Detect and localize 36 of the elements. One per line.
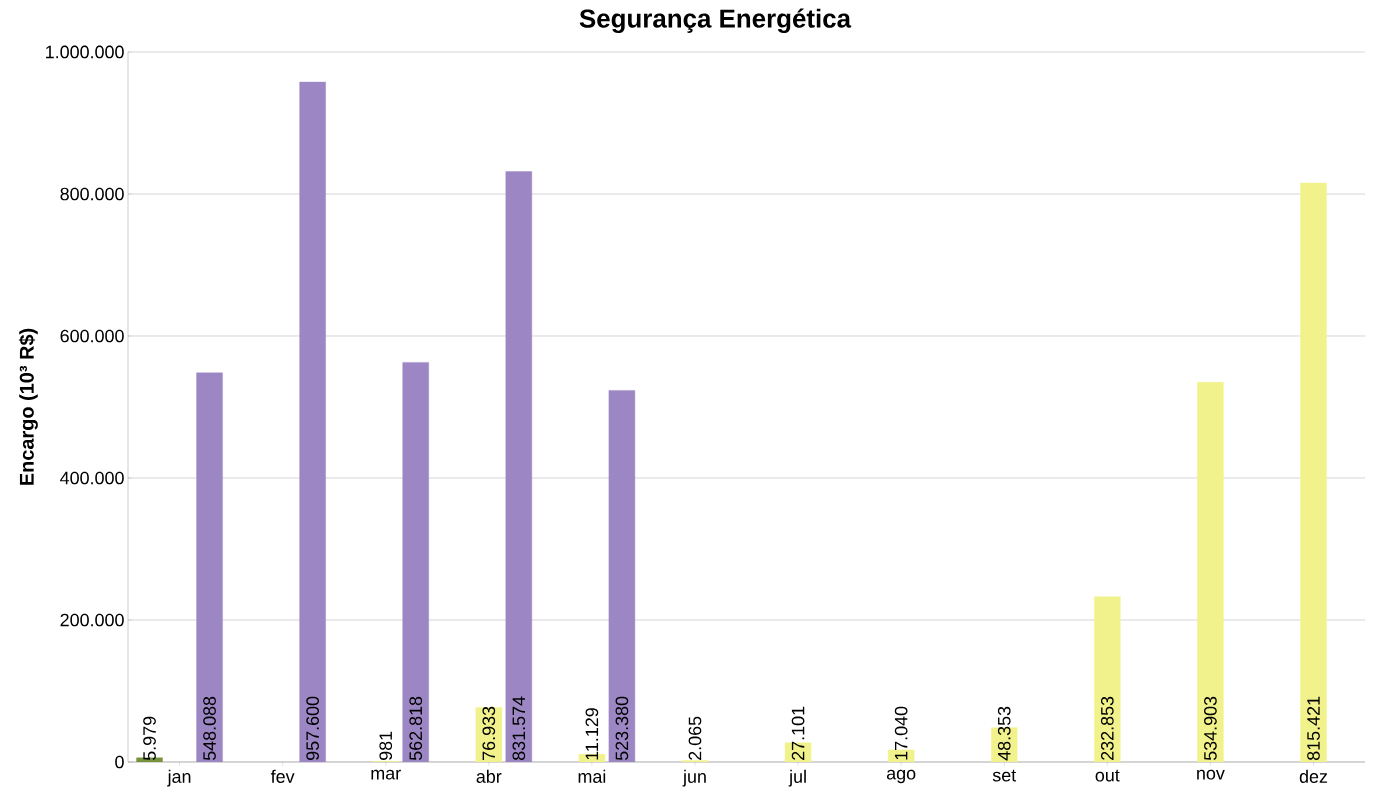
x-tick-label: fev bbox=[270, 769, 295, 783]
x-tick-label: mai bbox=[578, 769, 606, 783]
data-label: 27.101 bbox=[791, 706, 805, 760]
x-tick-label: dez bbox=[1299, 769, 1328, 783]
chart-title: Segurança Energética bbox=[579, 8, 852, 33]
x-tick-label: set bbox=[992, 769, 1017, 782]
data-label: 815.421 bbox=[1307, 696, 1320, 761]
data-label: 5.979 bbox=[143, 716, 156, 761]
data-label: 2.065 bbox=[688, 716, 702, 760]
data-label: 17.040 bbox=[894, 706, 908, 760]
x-tick-label: jan bbox=[167, 769, 191, 787]
data-label: 562.818 bbox=[409, 696, 423, 761]
x-tick-label: mar bbox=[371, 769, 401, 780]
data-label: 831.574 bbox=[512, 696, 526, 761]
data-label: 523.380 bbox=[615, 696, 629, 761]
y-tick-label: 1.000.000 bbox=[46, 45, 124, 59]
data-label: 76.933 bbox=[482, 706, 496, 760]
y-tick-label: 800.000 bbox=[60, 187, 124, 201]
x-tick-label: jul bbox=[788, 769, 806, 787]
x-tick-label: ago bbox=[886, 769, 916, 784]
data-label: 548.088 bbox=[203, 696, 216, 761]
y-tick-label: 0 bbox=[115, 755, 124, 769]
y-axis-title: Encargo (10³ R$) bbox=[18, 328, 38, 485]
data-label: 11.129 bbox=[585, 708, 599, 760]
x-tick-label: jun bbox=[682, 769, 706, 787]
y-tick-label: 600.000 bbox=[60, 329, 124, 343]
data-label: 534.903 bbox=[1204, 696, 1217, 761]
y-tick-label: 200.000 bbox=[60, 613, 124, 627]
data-label: 981 bbox=[379, 731, 393, 760]
x-tick-label: abr bbox=[476, 769, 502, 783]
x-tick-label: out bbox=[1095, 769, 1120, 782]
x-tick-label: nov bbox=[1197, 769, 1225, 780]
data-label: 48.353 bbox=[997, 706, 1011, 761]
data-label: 232.853 bbox=[1100, 696, 1114, 760]
data-label: 957.600 bbox=[306, 696, 319, 760]
y-tick-label: 400.000 bbox=[60, 471, 124, 485]
